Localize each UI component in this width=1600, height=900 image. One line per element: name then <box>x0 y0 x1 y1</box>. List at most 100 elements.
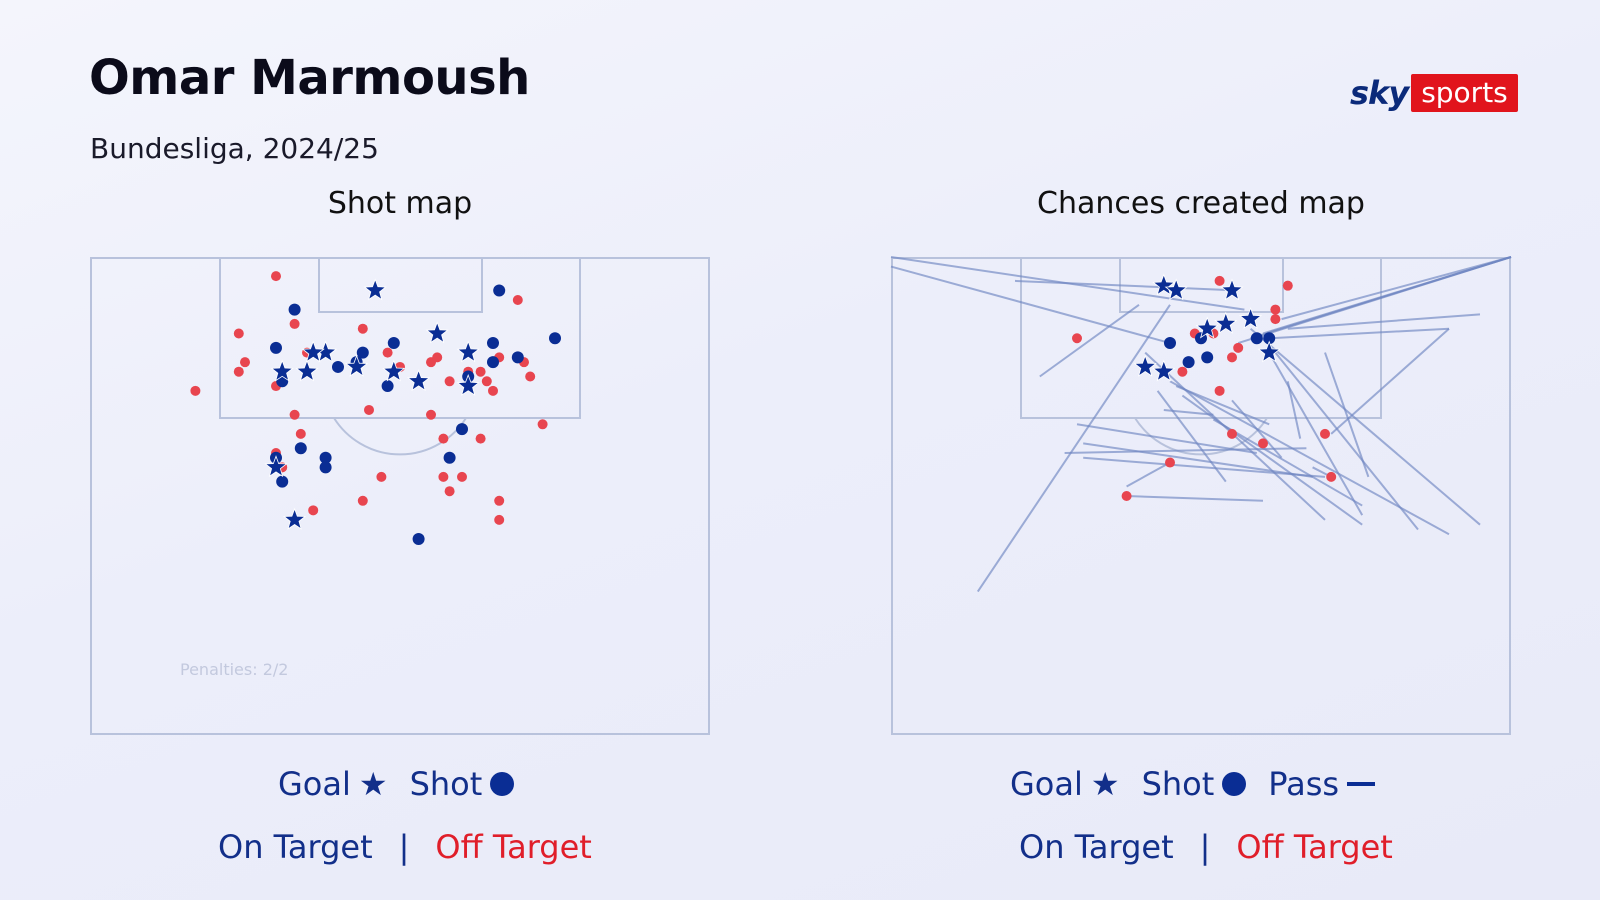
pass-line <box>976 304 1171 593</box>
goal-star <box>282 507 307 530</box>
shot-off-target <box>1282 280 1293 291</box>
goal-star <box>345 354 369 377</box>
legend-shot-label: Shot <box>409 765 483 803</box>
shot-map-target-key: On Target | Off Target <box>218 828 592 866</box>
shot-off-target <box>382 347 393 358</box>
star-icon: ★ <box>358 765 388 803</box>
pass-line <box>1268 352 1364 516</box>
shot-off-target <box>233 328 244 339</box>
shot-off-target <box>438 471 449 482</box>
goal-star <box>1239 306 1263 329</box>
shot-off-target <box>190 385 201 396</box>
shot-off-target <box>1258 438 1268 449</box>
shot-on-target <box>487 356 499 369</box>
shot-off-target <box>494 514 505 525</box>
penalty-arc <box>1134 417 1268 456</box>
shot-off-target <box>1214 385 1225 396</box>
pass-line <box>1083 456 1326 478</box>
player-name: Omar Marmoush <box>89 50 530 106</box>
shot-on-target <box>412 533 425 546</box>
pass-line <box>1076 423 1257 454</box>
penalties-note: Penalties: 2/2 <box>180 660 288 679</box>
goal-star <box>425 321 449 344</box>
shot-off-target <box>432 352 443 363</box>
shot-off-target <box>1270 314 1281 325</box>
shot-on-target <box>288 303 301 316</box>
shot-off-target <box>537 419 548 430</box>
sky-sports-logo: sky sports <box>1350 73 1518 113</box>
shot-off-target <box>289 409 300 420</box>
legend-shot-label: Shot <box>1141 765 1215 803</box>
shot-off-target <box>1326 471 1337 482</box>
shot-off-target <box>376 471 387 482</box>
pass-line <box>1169 380 1450 536</box>
shot-on-target <box>356 346 369 359</box>
pass-line <box>1156 390 1227 483</box>
pass-line <box>1126 495 1264 502</box>
legend-pass-label: Pass <box>1268 765 1340 803</box>
separator: | <box>1199 828 1211 866</box>
penalty-arc <box>333 417 467 456</box>
pass-line <box>1324 352 1370 478</box>
goal-star <box>382 359 406 382</box>
shot-off-target <box>357 495 368 506</box>
shot-map-legend: Goal ★ Shot <box>278 765 536 803</box>
goal-star <box>1257 340 1281 363</box>
shot-off-target <box>438 433 449 444</box>
shot-off-target <box>481 376 492 387</box>
goal-star <box>1214 311 1238 334</box>
goal-star <box>363 278 387 301</box>
shot-off-target <box>1320 428 1330 439</box>
shot-on-target <box>270 341 282 354</box>
shot-on-target <box>1263 332 1276 345</box>
shot-on-target <box>387 337 400 350</box>
shot-off-target <box>444 376 455 387</box>
pass-line <box>1083 442 1313 478</box>
pass-line <box>1237 256 1512 344</box>
shot-on-target <box>294 442 307 455</box>
separator: | <box>398 828 410 866</box>
goal-star <box>1164 278 1188 301</box>
shot-off-target <box>525 371 536 382</box>
logo-sky-text: sky <box>1350 74 1409 112</box>
goal-star <box>295 359 319 382</box>
pass-line <box>1330 327 1450 435</box>
shot-on-target <box>319 461 332 474</box>
shot-on-target <box>511 351 524 364</box>
shot-off-target <box>1072 333 1082 344</box>
pass-line <box>1269 327 1450 340</box>
shot-off-target <box>240 357 250 368</box>
shot-off-target <box>1177 366 1188 377</box>
shot-on-target <box>332 360 344 373</box>
dash-icon <box>1347 782 1376 786</box>
six-yard-box <box>318 257 483 313</box>
shot-off-target <box>475 366 486 377</box>
off-target-label: Off Target <box>1236 828 1393 866</box>
shot-on-target <box>487 337 499 350</box>
shot-off-target <box>1233 342 1244 353</box>
shot-on-target <box>1182 356 1195 369</box>
shot-off-target <box>233 366 244 377</box>
shot-map-chart: Penalties: 2/2 <box>90 257 710 735</box>
shot-off-target <box>494 495 505 506</box>
shot-off-target <box>289 318 300 329</box>
legend-goal-label: Goal <box>1010 765 1083 803</box>
shot-on-target <box>456 423 468 436</box>
goal-star <box>456 340 480 363</box>
pass-line <box>1175 385 1270 426</box>
shot-off-target <box>444 486 455 497</box>
shot-on-target <box>1164 337 1176 350</box>
goal-star <box>1195 316 1219 339</box>
goal-star <box>264 455 288 478</box>
pass-line <box>1163 408 1214 416</box>
chances-map-legend: Goal ★ Shot Pass <box>1010 765 1376 803</box>
shot-on-target <box>1201 351 1214 364</box>
pass-line <box>1281 256 1512 321</box>
shot-off-target <box>426 409 436 420</box>
shot-off-target <box>295 428 306 439</box>
shot-on-target <box>276 475 289 488</box>
goal-star <box>456 373 480 396</box>
shot-on-target <box>493 284 506 297</box>
shot-off-target <box>1121 491 1132 501</box>
shot-map-title: Shot map <box>327 186 473 221</box>
